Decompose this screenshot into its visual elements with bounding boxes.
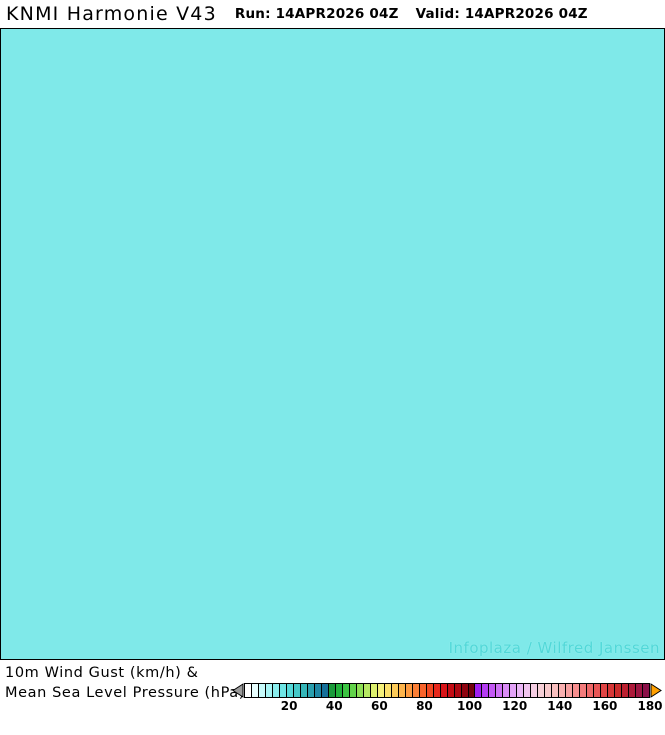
colorbar-cell (258, 684, 266, 697)
colorbar-cell (468, 684, 476, 697)
colorbar-cell (342, 684, 350, 697)
colorbar-cell (307, 684, 315, 697)
colorbar-cell (503, 684, 511, 697)
colorbar-cell (244, 684, 252, 697)
colorbar-cell (440, 684, 448, 697)
colorbar-cell (594, 684, 602, 697)
colorbar-cell (384, 684, 392, 697)
colorbar-under-arrow-icon (232, 683, 244, 698)
colorbar-cell (454, 684, 462, 697)
colorbar-cell (615, 684, 623, 697)
colorbar-cell (510, 684, 518, 697)
colorbar-cell (321, 684, 329, 697)
colorbar-cell (552, 684, 560, 697)
colorbar-tick: 60 (370, 699, 388, 713)
colorbar-cell (573, 684, 581, 697)
model-title: KNMI Harmonie V43 (6, 3, 217, 25)
colorbar-tick: 100 (457, 699, 483, 713)
colorbar-cell (489, 684, 497, 697)
colorbar-cell (643, 684, 651, 697)
colorbar-cell (335, 684, 343, 697)
map-viewport[interactable]: Infoplaza / Wilfred Janssen (0, 28, 665, 660)
colorbar-cell (265, 684, 273, 697)
colorbar-cell (398, 684, 406, 697)
legend-panel: 10m Wind Gust (km/h) & Mean Sea Level Pr… (0, 661, 665, 735)
colorbar-cell (363, 684, 371, 697)
legend-title-line2: Mean Sea Level Pressure (hPa) (5, 685, 246, 701)
colorbar-cell (517, 684, 525, 697)
colorbar-cell (636, 684, 644, 697)
colorbar-cell (524, 684, 532, 697)
valid-timestamp: Valid: 14APR2026 04Z (415, 6, 588, 22)
colorbar-cell (286, 684, 294, 697)
header-bar: KNMI Harmonie V43 Run: 14APR2026 04Z Val… (0, 0, 665, 28)
colorbar-cell (293, 684, 301, 697)
colorbar-cell (405, 684, 413, 697)
colorbar[interactable]: 20 40 60 80 100 120 140 160 180 (232, 683, 663, 719)
attribution-watermark: Infoplaza / Wilfred Janssen (448, 639, 660, 657)
colorbar-cell (496, 684, 504, 697)
colorbar-cell (391, 684, 399, 697)
colorbar-cell (370, 684, 378, 697)
legend-title: 10m Wind Gust (km/h) & Mean Sea Level Pr… (5, 663, 250, 703)
colorbar-cell (566, 684, 574, 697)
colorbar-over-arrow-icon (650, 683, 662, 698)
colorbar-cell (545, 684, 553, 697)
colorbar-cell (580, 684, 588, 697)
colorbar-cell (251, 684, 259, 697)
colorbar-strip (232, 683, 662, 698)
colorbar-cell (272, 684, 280, 697)
colorbar-tick: 20 (280, 699, 298, 713)
colorbar-cell (433, 684, 441, 697)
colorbar-cell (559, 684, 567, 697)
colorbar-cell (314, 684, 322, 697)
colorbar-cell (475, 684, 483, 697)
colorbar-cell (412, 684, 420, 697)
colorbar-cell (461, 684, 469, 697)
colorbar-tick: 120 (502, 699, 528, 713)
colorbar-tick: 160 (592, 699, 618, 713)
colorbar-cell (531, 684, 539, 697)
colorbar-cell (426, 684, 434, 697)
colorbar-cell (538, 684, 546, 697)
colorbar-tick: 140 (547, 699, 573, 713)
colorbar-cell (300, 684, 308, 697)
colorbar-cell (419, 684, 427, 697)
wind-gust-heatmap (1, 29, 664, 659)
run-timestamp: Run: 14APR2026 04Z (234, 6, 399, 22)
colorbar-cell (328, 684, 336, 697)
colorbar-tick: 180 (637, 699, 663, 713)
colorbar-cell (349, 684, 357, 697)
colorbar-cell (377, 684, 385, 697)
colorbar-cell (447, 684, 455, 697)
colorbar-cell (279, 684, 287, 697)
colorbar-cell (608, 684, 616, 697)
colorbar-cell (482, 684, 490, 697)
colorbar-cell (356, 684, 364, 697)
colorbar-tick: 80 (416, 699, 433, 713)
colorbar-cell (601, 684, 609, 697)
colorbar-cell (629, 684, 637, 697)
colorbar-cell (622, 684, 630, 697)
colorbar-tick: 40 (325, 699, 343, 713)
colorbar-cell (587, 684, 595, 697)
legend-title-line1: 10m Wind Gust (km/h) & (5, 665, 199, 681)
colorbar-cells (244, 683, 651, 698)
colorbar-tick-labels: 20 40 60 80 100 120 140 160 180 (244, 699, 663, 717)
